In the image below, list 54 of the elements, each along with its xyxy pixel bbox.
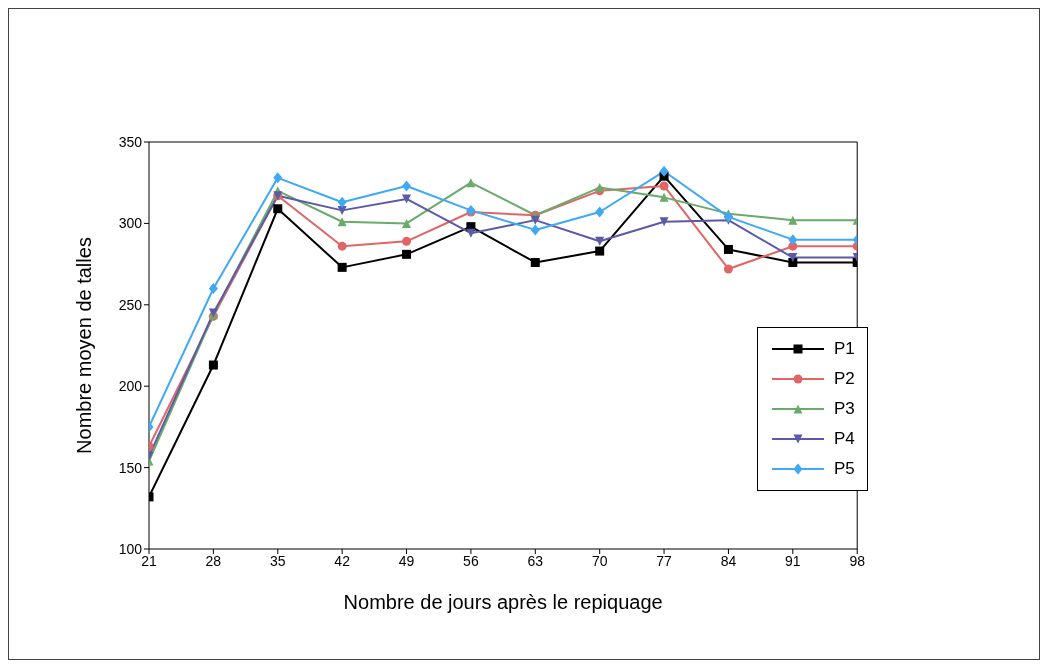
point (659, 217, 669, 227)
point (402, 180, 412, 192)
legend-label: P1 (834, 339, 855, 359)
point (659, 192, 669, 202)
x-tick-label: 35 (269, 552, 286, 569)
legend-label: P4 (834, 429, 855, 449)
point (337, 196, 347, 208)
point (337, 262, 347, 272)
y-tick-label: 300 (118, 215, 143, 232)
x-tick-label: 63 (527, 552, 544, 569)
legend-label: P3 (834, 399, 855, 419)
legend-label: P2 (834, 369, 855, 389)
y-tick-label: 200 (118, 378, 143, 395)
point (788, 215, 798, 225)
point (659, 165, 669, 177)
point (402, 194, 412, 204)
point (208, 283, 218, 295)
point (788, 234, 798, 246)
point (337, 205, 347, 215)
y-tick-label: 350 (118, 133, 143, 150)
point (595, 246, 605, 256)
point (723, 211, 733, 223)
x-tick-label: 70 (591, 552, 608, 569)
point (788, 253, 798, 263)
y-tick-label: 100 (118, 540, 143, 557)
point (595, 206, 605, 218)
x-tick-label: 42 (334, 552, 351, 569)
point (788, 257, 798, 267)
y-tick-label: 150 (118, 459, 143, 476)
point (530, 224, 540, 236)
point (723, 264, 733, 274)
x-tick-label: 56 (463, 552, 479, 569)
x-tick-label: 84 (720, 552, 737, 569)
point (530, 257, 540, 267)
point (337, 241, 347, 251)
y-axis-title: Nombre moyen de talles (73, 237, 96, 454)
x-tick-label: 91 (785, 552, 801, 569)
point (273, 204, 283, 214)
x-tick-label: 49 (398, 552, 415, 569)
point (466, 178, 476, 188)
x-tick-label: 77 (656, 552, 673, 569)
point (402, 218, 412, 228)
point (659, 181, 669, 191)
x-tick-label: 21 (141, 552, 157, 569)
x-axis-title: Nombre de jours après le repiquage (343, 591, 663, 613)
x-tick-label: 98 (849, 552, 866, 569)
y-tick-label: 250 (118, 296, 143, 313)
point (402, 249, 412, 259)
point (723, 244, 733, 254)
point (273, 172, 283, 184)
point (402, 236, 412, 246)
legend-label: P5 (834, 459, 855, 479)
x-tick-label: 28 (205, 552, 222, 569)
point (208, 360, 218, 370)
